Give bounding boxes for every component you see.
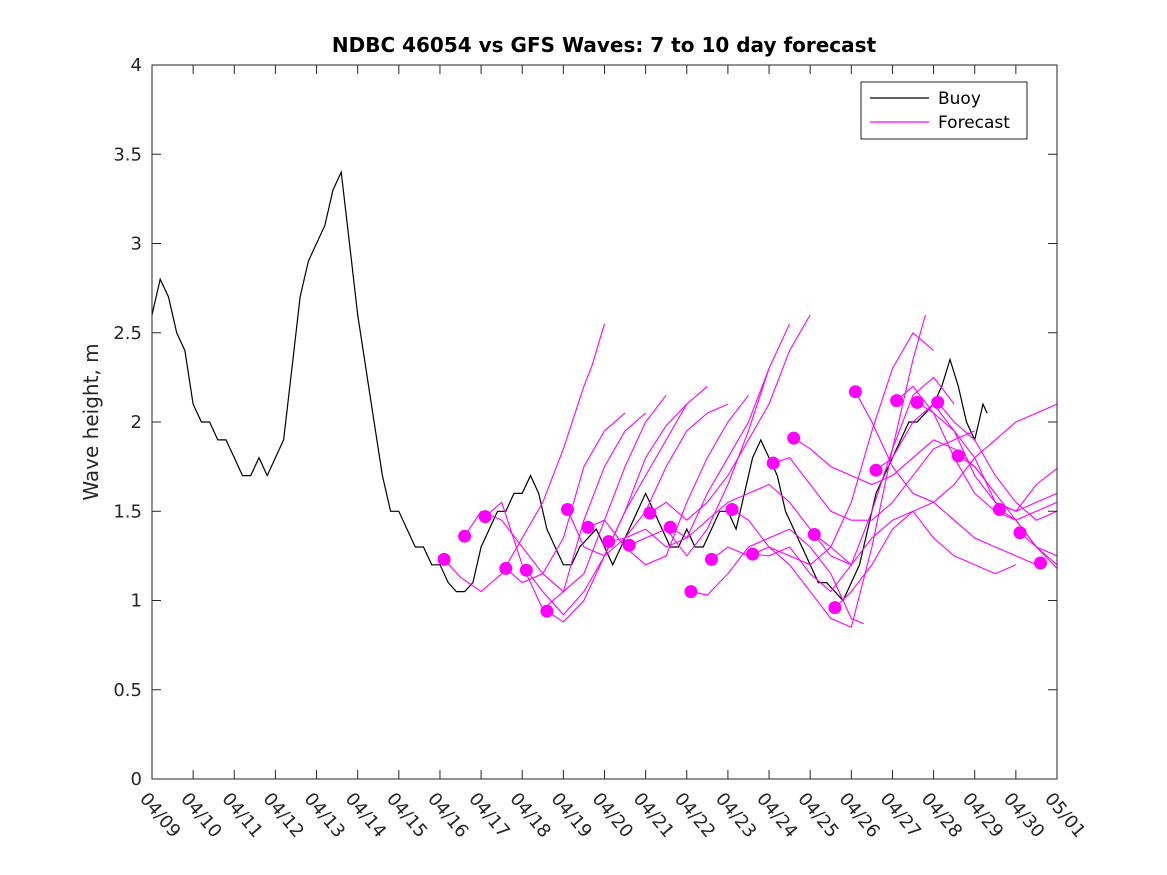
y-tick-label: 0 xyxy=(131,769,142,790)
forecast-marker-27 xyxy=(992,503,1006,516)
forecast-series-line-25 xyxy=(937,402,1058,521)
forecast-marker-19 xyxy=(807,528,821,541)
chart-title: NDBC 46054 vs GFS Waves: 7 to 10 day for… xyxy=(332,33,877,57)
forecast-marker-11 xyxy=(643,506,657,520)
forecast-marker-6 xyxy=(540,604,554,618)
forecast-series-line-26 xyxy=(957,455,1058,557)
y-tick-label: 3.5 xyxy=(113,144,142,165)
forecast-series-line-28 xyxy=(1019,532,1058,569)
y-tick-label: 4 xyxy=(131,55,142,76)
forecast-series-line-4 xyxy=(505,394,667,593)
legend: Buoy Forecast xyxy=(860,81,1028,140)
forecast-marker-4 xyxy=(499,561,513,575)
forecast-series-line-21 xyxy=(854,391,1058,503)
forecast-marker-24 xyxy=(910,395,924,409)
y-tick-label: 2 xyxy=(131,412,142,433)
forecast-marker-20 xyxy=(828,601,842,615)
forecast-marker-17 xyxy=(766,456,780,470)
forecast-marker-22 xyxy=(869,463,883,477)
y-tick-label: 1 xyxy=(131,591,142,612)
forecast-marker-7 xyxy=(561,503,574,516)
legend-label-buoy: Buoy xyxy=(938,89,981,109)
forecast-marker-1 xyxy=(437,552,451,566)
forecast-marker-18 xyxy=(787,431,801,445)
forecast-marker-9 xyxy=(602,535,616,549)
forecast-marker-14 xyxy=(705,552,718,566)
forecast-marker-12 xyxy=(663,520,677,534)
forecast-marker-5 xyxy=(519,563,533,577)
forecast-marker-3 xyxy=(478,510,492,524)
forecast-series-line-13 xyxy=(690,528,864,625)
forecast-series-line-12 xyxy=(670,483,852,566)
forecast-series-line-14 xyxy=(711,314,926,629)
forecast-marker-8 xyxy=(581,520,595,534)
y-tick-label: 3 xyxy=(131,234,142,255)
forecast-series-line-11 xyxy=(649,314,811,521)
y-tick-label: 0.5 xyxy=(113,680,142,701)
plot-area xyxy=(151,169,1058,629)
forecast-marker-26 xyxy=(951,449,965,463)
forecast-series-line-17 xyxy=(773,430,975,521)
forecast-marker-29 xyxy=(1034,556,1047,570)
forecast-marker-28 xyxy=(1013,526,1027,540)
forecast-marker-16 xyxy=(746,547,760,561)
forecast-marker-10 xyxy=(622,538,636,552)
forecast-marker-13 xyxy=(684,585,698,599)
forecast-marker-15 xyxy=(725,503,739,516)
forecast-marker-21 xyxy=(848,385,862,399)
forecast-series-line-22 xyxy=(875,403,1058,512)
forecast-series-line-6 xyxy=(546,385,708,623)
y-axis-label: Wave height, m xyxy=(79,343,103,500)
forecast-marker-23 xyxy=(890,394,904,408)
legend-box xyxy=(860,81,1028,140)
legend-label-forecast: Forecast xyxy=(938,113,1010,133)
forecast-marker-2 xyxy=(458,529,472,543)
forecast-series-line-10 xyxy=(628,323,791,557)
forecast-series-line-1 xyxy=(443,323,606,593)
forecast-series-line-8 xyxy=(587,394,749,566)
y-tick-label: 1.5 xyxy=(113,501,142,522)
y-tick-label: 2.5 xyxy=(113,323,142,344)
forecast-marker-25 xyxy=(931,395,945,409)
